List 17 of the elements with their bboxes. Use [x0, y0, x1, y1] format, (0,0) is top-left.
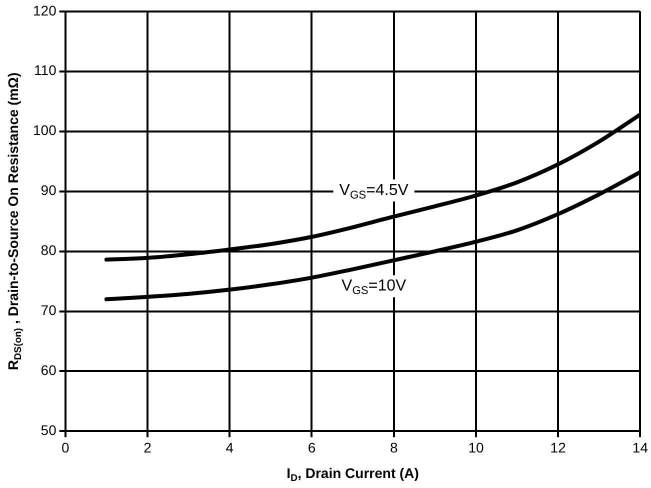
x-tick-label: 8: [390, 439, 398, 456]
y-tick-label: 90: [40, 182, 57, 198]
y-axis-title: RDS(on) , Drain-to-Source On Resistance (mΩ): [4, 72, 24, 370]
x-tick-label: 14: [632, 439, 648, 456]
y-tick-label: 120: [33, 2, 57, 18]
x-tick-label: 0: [61, 439, 70, 456]
y-tick-label: 110: [34, 62, 57, 78]
x-tick-label: 2: [144, 439, 152, 456]
y-tick-label: 80: [40, 242, 57, 258]
x-tick-label: 10: [468, 439, 484, 456]
x-tick-label: 4: [226, 439, 234, 456]
y-tick-label: 50: [40, 422, 57, 438]
x-tick-label: 12: [550, 439, 566, 456]
y-tick-label: 100: [33, 122, 57, 138]
y-tick-label: 60: [40, 362, 57, 378]
x-tick-label: 6: [308, 439, 316, 456]
y-tick-label: 70: [40, 302, 57, 318]
